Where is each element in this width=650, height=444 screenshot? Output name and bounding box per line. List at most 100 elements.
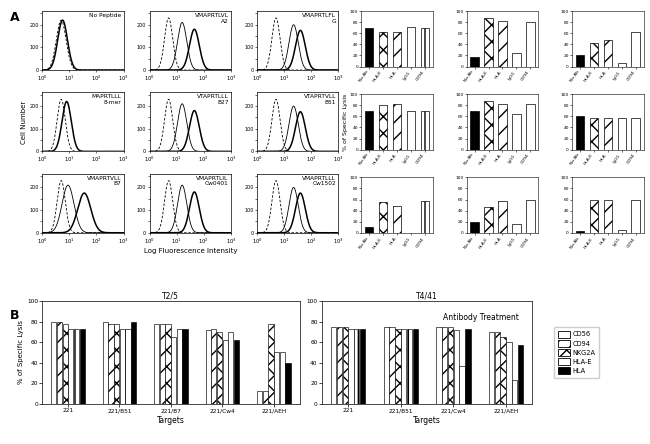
Bar <box>280 353 285 404</box>
Text: Antibody Treatment: Antibody Treatment <box>443 313 519 322</box>
Bar <box>365 28 374 67</box>
Text: VMAPRTVLL
B7: VMAPRTVLL B7 <box>86 175 121 186</box>
Bar <box>632 199 640 233</box>
Bar <box>360 329 365 404</box>
Legend: CD56, CD94, NKG2A, HLA-E, HLA: CD56, CD94, NKG2A, HLA-E, HLA <box>554 327 599 378</box>
Bar <box>407 111 415 150</box>
Bar <box>498 20 507 67</box>
Bar <box>343 327 348 404</box>
Text: A: A <box>10 11 20 24</box>
Bar <box>354 329 359 404</box>
Bar <box>79 329 84 404</box>
X-axis label: Targets: Targets <box>157 416 185 425</box>
Bar <box>166 324 171 404</box>
Bar <box>131 321 136 404</box>
Bar <box>331 327 336 404</box>
Bar <box>448 327 453 404</box>
Text: VMAPRTLLL
Cw1502: VMAPRTLLL Cw1502 <box>302 175 336 186</box>
Bar <box>389 327 395 404</box>
Bar <box>379 202 387 233</box>
Bar <box>263 391 268 404</box>
Bar <box>395 329 400 404</box>
Bar <box>576 231 584 233</box>
Bar <box>495 332 500 404</box>
Bar <box>217 332 222 404</box>
Bar <box>590 118 598 150</box>
Bar <box>177 329 182 404</box>
Bar <box>234 340 239 404</box>
Bar <box>460 366 465 404</box>
Bar <box>393 32 402 67</box>
Bar <box>379 105 387 150</box>
Bar <box>160 324 165 404</box>
Bar <box>74 329 79 404</box>
Bar <box>484 18 493 67</box>
Bar <box>401 329 406 404</box>
Bar <box>393 206 402 233</box>
Y-axis label: Cell Number: Cell Number <box>21 100 27 143</box>
Bar <box>498 104 507 150</box>
Bar <box>393 103 402 150</box>
Bar <box>171 337 176 404</box>
Bar <box>512 114 521 150</box>
Bar <box>590 43 598 67</box>
Bar <box>285 363 291 404</box>
Bar <box>268 324 274 404</box>
Bar <box>500 337 506 404</box>
Text: VMAPRTLFL
G: VMAPRTLFL G <box>302 13 336 24</box>
Bar <box>379 32 387 67</box>
Bar <box>632 118 640 150</box>
Bar <box>436 327 441 404</box>
Bar <box>526 199 535 233</box>
Bar <box>125 329 131 404</box>
Bar <box>365 227 374 233</box>
X-axis label: Targets: Targets <box>413 416 441 425</box>
Bar <box>103 321 108 404</box>
Bar <box>442 327 447 404</box>
Bar <box>465 329 471 404</box>
Bar <box>632 32 640 67</box>
Text: No Peptide: No Peptide <box>89 13 121 18</box>
Bar <box>365 111 374 150</box>
Bar <box>506 342 512 404</box>
Bar <box>228 332 233 404</box>
Bar <box>57 321 62 404</box>
Text: VTAPRTVLL
B51: VTAPRTVLL B51 <box>304 94 336 105</box>
Bar <box>421 201 430 233</box>
Bar <box>384 327 389 404</box>
Bar <box>512 53 521 67</box>
Bar <box>590 199 598 233</box>
Bar <box>576 56 584 67</box>
Bar <box>470 56 479 67</box>
Text: MAPRTLLL
8-mer: MAPRTLLL 8-mer <box>92 94 121 105</box>
Bar <box>576 116 584 150</box>
Bar <box>518 345 523 404</box>
Text: B: B <box>10 309 20 321</box>
Bar <box>470 111 479 150</box>
Bar <box>114 324 119 404</box>
Bar <box>348 329 354 404</box>
Bar <box>120 329 125 404</box>
Bar <box>618 63 626 67</box>
Y-axis label: % of Specific Lysis: % of Specific Lysis <box>343 93 348 151</box>
Bar <box>68 329 73 404</box>
Bar <box>484 207 493 233</box>
Bar <box>512 381 517 404</box>
Bar <box>62 324 68 404</box>
Bar <box>484 101 493 150</box>
Text: VMAPRTLVL
A2: VMAPRTLVL A2 <box>194 13 229 24</box>
Bar <box>618 118 626 150</box>
Bar <box>526 104 535 150</box>
Bar <box>604 40 612 67</box>
Bar <box>413 329 418 404</box>
Title: T2/5: T2/5 <box>162 291 179 300</box>
Bar <box>183 329 188 404</box>
Bar <box>222 340 227 404</box>
Bar <box>421 111 430 150</box>
Bar <box>257 391 263 404</box>
Text: VTAPRTLLL
B27: VTAPRTLLL B27 <box>197 94 229 105</box>
Bar <box>526 22 535 67</box>
Bar <box>407 329 412 404</box>
Bar <box>512 224 521 233</box>
X-axis label: Log Fluorescence Intensity: Log Fluorescence Intensity <box>144 248 237 254</box>
